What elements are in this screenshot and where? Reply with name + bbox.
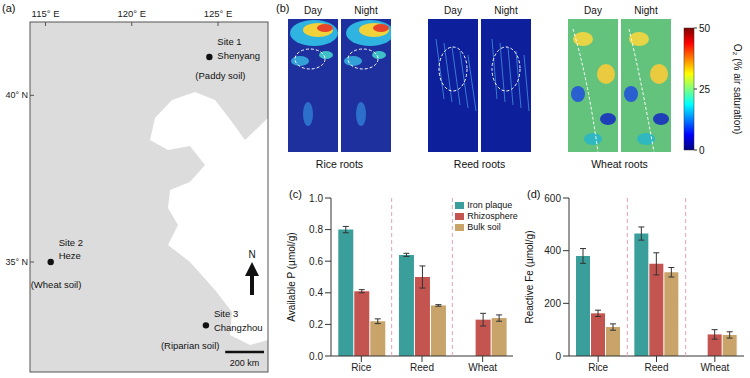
- html-text:Iron plaque: Iron plaque: [467, 200, 513, 210]
- svg-text:200: 200: [544, 298, 561, 309]
- svg-text:25: 25: [699, 84, 711, 95]
- svg-text:125° E: 125° E: [204, 8, 233, 19]
- html-text:Bulk soil: Bulk soil: [467, 222, 501, 232]
- svg-text:Shenyang: Shenyang: [217, 50, 260, 61]
- svg-text:Rice: Rice: [588, 362, 608, 373]
- svg-text:50: 50: [699, 23, 711, 34]
- svg-text:Site 2: Site 2: [59, 237, 83, 248]
- svg-text:Day: Day: [304, 5, 322, 16]
- svg-text:(Wheat soil): (Wheat soil): [31, 279, 82, 290]
- svg-text:0.8: 0.8: [309, 224, 323, 235]
- svg-text:Site 3: Site 3: [214, 308, 238, 319]
- svg-text:Reed roots: Reed roots: [454, 158, 505, 170]
- svg-text:400: 400: [544, 245, 561, 256]
- svg-text:Reactive Fe (µmol/g): Reactive Fe (µmol/g): [524, 230, 535, 323]
- svg-text:(Riparian soil): (Riparian soil): [161, 340, 220, 351]
- svg-text:Reed: Reed: [410, 362, 434, 373]
- svg-text:Site 1: Site 1: [217, 36, 241, 47]
- svg-text:600: 600: [544, 193, 561, 204]
- svg-text:Day: Day: [584, 5, 602, 16]
- svg-text:0: 0: [699, 145, 705, 156]
- html-text:Rhizosphere: Rhizosphere: [467, 211, 518, 221]
- html-text:(c): (c): [289, 188, 302, 200]
- svg-text:0.2: 0.2: [309, 319, 323, 330]
- svg-text:35° N: 35° N: [5, 257, 28, 267]
- svg-text:Heze: Heze: [59, 250, 81, 261]
- svg-text:Night: Night: [354, 5, 378, 16]
- svg-text:Changzhou: Changzhou: [214, 322, 263, 333]
- svg-text:Night: Night: [634, 5, 658, 16]
- svg-text:1.0: 1.0: [309, 193, 323, 204]
- html-text:(d): (d): [527, 188, 541, 200]
- svg-text:Wheat roots: Wheat roots: [591, 158, 648, 170]
- svg-text:Rice roots: Rice roots: [316, 158, 363, 170]
- svg-text:115° E: 115° E: [32, 8, 60, 19]
- svg-text:Rice: Rice: [351, 362, 371, 373]
- svg-text:Wheat: Wheat: [468, 362, 497, 373]
- svg-text:0.6: 0.6: [309, 256, 323, 267]
- svg-text:O₂ (% air saturation): O₂ (% air saturation): [732, 44, 743, 135]
- svg-text:Wheat: Wheat: [700, 362, 729, 373]
- svg-text:(a): (a): [2, 2, 15, 14]
- svg-text:N: N: [248, 249, 255, 260]
- svg-text:120° E: 120° E: [117, 8, 146, 19]
- svg-text:(b): (b): [276, 2, 289, 14]
- svg-text:0: 0: [555, 351, 561, 362]
- svg-text:Day: Day: [444, 5, 462, 16]
- svg-text:0.0: 0.0: [309, 351, 323, 362]
- svg-text:Night: Night: [494, 5, 518, 16]
- svg-text:40° N: 40° N: [5, 90, 28, 100]
- svg-text:0.4: 0.4: [309, 287, 323, 298]
- svg-text:200 km: 200 km: [230, 358, 260, 368]
- svg-text:Available P (µmol/g): Available P (µmol/g): [286, 232, 297, 321]
- svg-text:Reed: Reed: [645, 362, 669, 373]
- svg-text:(Paddy soil): (Paddy soil): [195, 70, 245, 81]
